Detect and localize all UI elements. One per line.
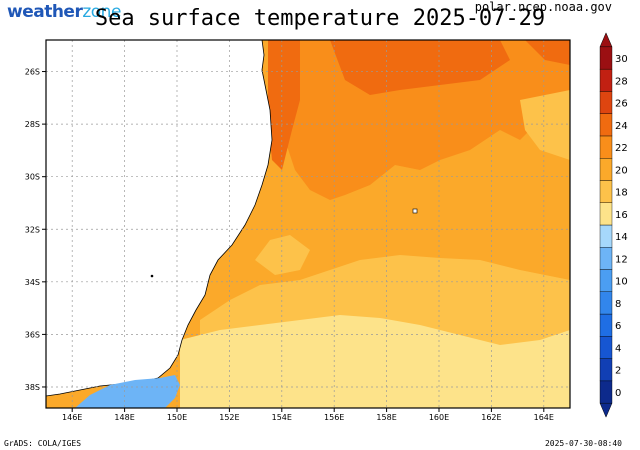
colorbar-swatch <box>599 247 613 270</box>
lat-label: 34S <box>25 278 40 287</box>
colorbar-swatch <box>599 313 613 337</box>
colorbar-cap-low <box>599 402 613 418</box>
sst-band-24-26 <box>268 40 300 170</box>
colorbar-swatch <box>599 113 613 137</box>
lat-label: 30S <box>25 173 40 182</box>
source-url: polar.ncep.noaa.gov <box>474 0 612 14</box>
sst-band-18-20-patch <box>255 235 310 275</box>
latitude-labels: 26S 28S 30S 32S 34S 36S 38S <box>25 68 46 392</box>
lon-label: 152E <box>219 413 239 422</box>
colorbar-label: 28 <box>615 76 628 87</box>
map-frame <box>45 39 571 409</box>
lon-label: 156E <box>324 413 344 422</box>
inland-marker <box>150 274 154 278</box>
colorbar-cap-high <box>599 32 613 48</box>
lat-label: 36S <box>25 330 40 339</box>
lon-label: 148E <box>114 413 134 422</box>
longitude-labels: 146E 148E 150E 152E 154E 156E 158E 160E 162E 164E <box>62 408 554 422</box>
colorbar-label: 26 <box>615 99 628 110</box>
lon-label: 146E <box>62 413 82 422</box>
colorbar-label: 24 <box>615 121 628 132</box>
lon-label: 158E <box>376 413 396 422</box>
colorbar-swatch <box>599 269 613 292</box>
lat-label: 26S <box>25 68 40 77</box>
colorbar-swatch <box>599 180 613 203</box>
colorbar-swatch <box>599 224 613 248</box>
colorbar-swatch <box>599 380 613 404</box>
bass-strait-water <box>75 375 180 408</box>
colorbar-swatch <box>599 291 613 315</box>
logo-accent-text: zone <box>82 2 121 22</box>
colorbar-label: 2 <box>615 366 621 377</box>
colorbar-label: 0 <box>615 388 621 399</box>
weatherzone-logo: weatherzone <box>7 1 121 23</box>
colorbar-label: 18 <box>615 188 628 199</box>
colorbar-swatch <box>599 202 613 226</box>
lat-label: 28S <box>25 120 40 129</box>
sst-field <box>46 40 570 408</box>
lat-label: 32S <box>25 225 40 234</box>
lat-label: 38S <box>25 383 40 392</box>
sst-band-24-26-corner <box>525 40 570 65</box>
lon-label: 162E <box>481 413 501 422</box>
colorbar-swatch <box>599 358 613 382</box>
colorbar-label: 4 <box>615 343 621 354</box>
lon-label: 150E <box>167 413 187 422</box>
colorbar-label: 10 <box>615 277 628 288</box>
lord-howe-island <box>412 208 418 214</box>
colorbar-swatch <box>599 157 613 181</box>
sst-band-16-18 <box>180 315 570 408</box>
footer-credit: GrADS: COLA/IGES <box>4 439 82 448</box>
colorbar-label: 14 <box>615 232 628 243</box>
lon-label: 160E <box>429 413 449 422</box>
gridlines <box>46 40 570 408</box>
colorbar-swatch <box>599 135 613 159</box>
footer-timestamp: 2025-07-30-08:40 <box>544 439 622 448</box>
colorbar-swatch <box>599 46 613 70</box>
logo-text: weather <box>7 2 83 22</box>
colorbar-swatch <box>599 336 613 359</box>
colorbar-label: 16 <box>615 210 628 221</box>
colorbar-label: 22 <box>615 143 628 154</box>
lon-label: 154E <box>272 413 292 422</box>
map-title: Sea surface temperature 2025-07-29 <box>94 6 546 31</box>
colorbar-label: 30 <box>615 54 628 65</box>
sst-band-22-24 <box>268 40 570 200</box>
colorbar-label: 12 <box>615 254 628 265</box>
sst-band-18-20-east <box>520 90 570 160</box>
colorbar-label: 6 <box>615 321 621 332</box>
colorbar-swatch <box>599 68 613 92</box>
lon-label: 164E <box>534 413 554 422</box>
sst-band-24-26-ne <box>330 40 510 95</box>
colorbar-label: 8 <box>615 299 621 310</box>
colorbar-label: 20 <box>615 165 628 176</box>
colorbar-swatch <box>599 91 613 114</box>
